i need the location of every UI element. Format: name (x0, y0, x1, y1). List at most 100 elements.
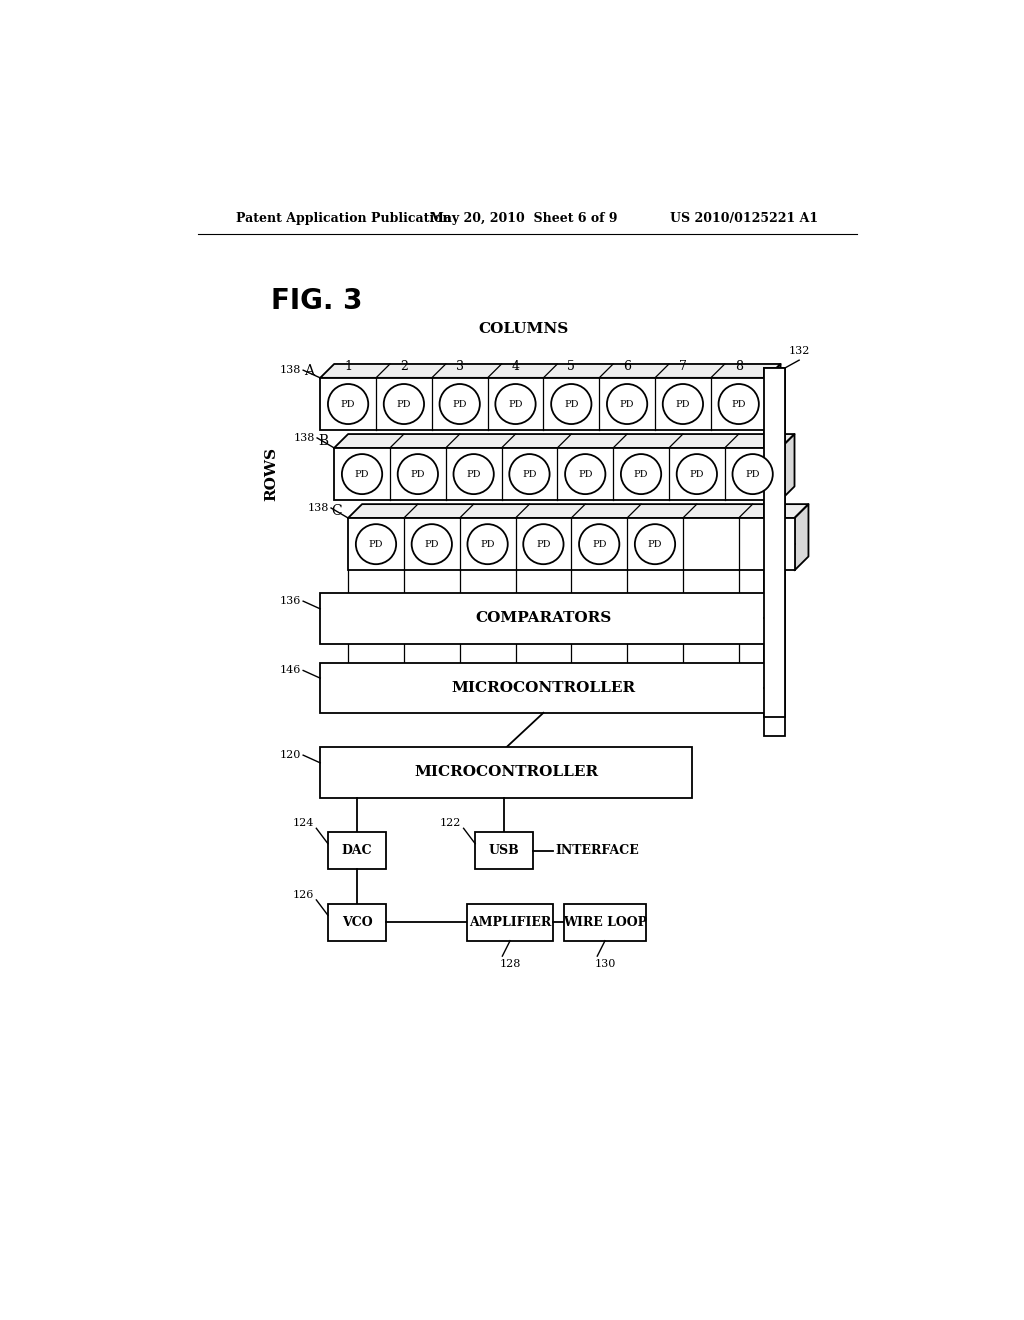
Polygon shape (795, 504, 809, 570)
Circle shape (509, 454, 550, 494)
Circle shape (384, 384, 424, 424)
Text: 124: 124 (293, 818, 314, 829)
Circle shape (356, 524, 396, 564)
Circle shape (523, 524, 563, 564)
Bar (321, 378, 767, 430)
Text: PD: PD (537, 540, 551, 549)
Circle shape (328, 384, 369, 424)
Text: C: C (332, 504, 342, 517)
Text: INTERFACE: INTERFACE (555, 843, 639, 857)
Polygon shape (321, 364, 780, 378)
Polygon shape (780, 434, 795, 500)
Text: AMPLIFIER: AMPLIFIER (469, 916, 551, 929)
Text: 120: 120 (280, 750, 301, 760)
Bar (564, 904, 646, 941)
Text: MICROCONTROLLER: MICROCONTROLLER (452, 681, 636, 694)
Circle shape (663, 384, 703, 424)
Text: PD: PD (466, 470, 481, 479)
Text: PD: PD (689, 470, 705, 479)
Text: PD: PD (480, 540, 495, 549)
Polygon shape (334, 434, 795, 447)
Circle shape (719, 384, 759, 424)
Circle shape (342, 454, 382, 494)
Text: PD: PD (634, 470, 648, 479)
Text: 128: 128 (500, 958, 521, 969)
Text: 1: 1 (344, 360, 352, 372)
Text: WIRE LOOP: WIRE LOOP (563, 916, 647, 929)
Bar (328, 832, 386, 869)
Text: 122: 122 (440, 818, 461, 829)
Polygon shape (767, 364, 780, 430)
Circle shape (439, 384, 480, 424)
Text: ROWS: ROWS (264, 447, 279, 502)
Text: May 20, 2010  Sheet 6 of 9: May 20, 2010 Sheet 6 of 9 (430, 213, 617, 224)
Circle shape (732, 454, 773, 494)
Text: PD: PD (620, 400, 634, 408)
Text: PD: PD (592, 540, 606, 549)
Bar (348, 517, 795, 570)
Text: PD: PD (731, 400, 745, 408)
Text: 136: 136 (280, 597, 301, 606)
Text: VCO: VCO (342, 916, 373, 929)
Text: PD: PD (578, 470, 593, 479)
Text: USB: USB (488, 843, 519, 857)
Bar (334, 447, 780, 500)
Text: PD: PD (341, 400, 355, 408)
Text: A: A (304, 364, 314, 378)
Circle shape (467, 524, 508, 564)
Text: B: B (317, 434, 328, 447)
Text: 3: 3 (456, 360, 464, 372)
Text: 2: 2 (400, 360, 408, 372)
Bar (764, 368, 785, 717)
Text: COLUMNS: COLUMNS (478, 322, 568, 337)
Text: 6: 6 (623, 360, 631, 372)
Text: PD: PD (453, 400, 467, 408)
Text: 8: 8 (734, 360, 742, 372)
Text: Patent Application Publication: Patent Application Publication (237, 213, 452, 224)
Text: COMPARATORS: COMPARATORS (475, 611, 611, 626)
Text: PD: PD (648, 540, 663, 549)
Text: PD: PD (396, 400, 412, 408)
Bar (475, 832, 534, 869)
Text: PD: PD (425, 540, 439, 549)
Polygon shape (348, 504, 809, 517)
Circle shape (397, 454, 438, 494)
Bar (321, 663, 767, 713)
Text: 4: 4 (512, 360, 519, 372)
Text: PD: PD (564, 400, 579, 408)
Text: PD: PD (745, 470, 760, 479)
Circle shape (635, 524, 675, 564)
Text: PD: PD (369, 540, 383, 549)
Circle shape (454, 454, 494, 494)
Text: PD: PD (508, 400, 522, 408)
Text: 130: 130 (594, 958, 615, 969)
Text: 7: 7 (679, 360, 687, 372)
Text: 138: 138 (307, 503, 329, 513)
Text: 146: 146 (280, 665, 301, 676)
Circle shape (677, 454, 717, 494)
Bar (321, 594, 767, 644)
Bar (328, 904, 386, 941)
Text: FIG. 3: FIG. 3 (271, 286, 362, 315)
Circle shape (579, 524, 620, 564)
Circle shape (412, 524, 452, 564)
Text: 126: 126 (293, 890, 314, 900)
Text: PD: PD (676, 400, 690, 408)
Bar (321, 747, 692, 797)
Text: PD: PD (522, 470, 537, 479)
Circle shape (621, 454, 662, 494)
Text: PD: PD (354, 470, 370, 479)
Text: 138: 138 (294, 433, 314, 444)
Text: MICROCONTROLLER: MICROCONTROLLER (414, 766, 598, 780)
Text: 132: 132 (790, 346, 810, 356)
Circle shape (565, 454, 605, 494)
Bar (467, 904, 553, 941)
Text: 5: 5 (567, 360, 575, 372)
Circle shape (551, 384, 592, 424)
Circle shape (496, 384, 536, 424)
Text: DAC: DAC (342, 843, 373, 857)
Text: PD: PD (411, 470, 425, 479)
Circle shape (607, 384, 647, 424)
Text: US 2010/0125221 A1: US 2010/0125221 A1 (671, 213, 818, 224)
Bar (764, 368, 785, 737)
